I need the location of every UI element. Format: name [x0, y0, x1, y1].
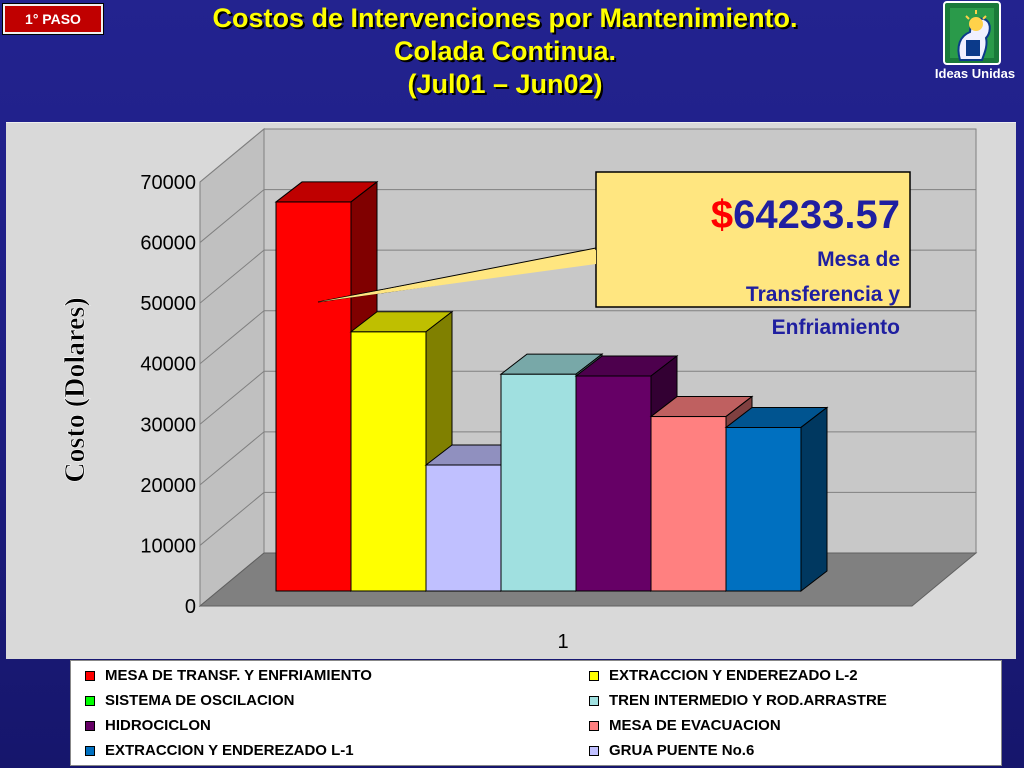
- step-badge: 1° PASO: [2, 3, 104, 35]
- y-axis-tick-label: 10000: [140, 535, 196, 557]
- callout-currency: $: [711, 193, 733, 237]
- legend-label: HIDROCICLON: [105, 717, 211, 734]
- legend-swatch: [589, 721, 599, 731]
- y-axis-tick-label: 50000: [140, 293, 196, 315]
- bar-chart: 0 10000 20000 30000 40000 50000 60000 70000 Cos…: [60, 127, 978, 653]
- legend-swatch: [85, 671, 95, 681]
- gridline: [199, 310, 976, 365]
- y-axis-tick-label: 60000: [140, 233, 196, 255]
- title-line-3: (Jul01 – Jun02): [407, 69, 603, 99]
- svg-text:$64233.57: $64233.57: [711, 193, 900, 237]
- legend-label: MESA DE EVACUACION: [609, 717, 781, 734]
- legend-swatch: [589, 746, 599, 756]
- legend-label: EXTRACCION Y ENDEREZADO L-1: [105, 742, 354, 759]
- legend-swatch: [85, 721, 95, 731]
- y-axis-label: Costo (Dolares): [60, 297, 91, 482]
- legend-label: GRUA PUENTE No.6: [609, 742, 755, 759]
- y-axis-tick-label: 20000: [140, 475, 196, 497]
- legend-label: SISTEMA DE OSCILACION: [105, 692, 295, 709]
- x-axis-tick-label: 1: [557, 631, 568, 653]
- chart-legend: MESA DE TRANSF. Y ENFRIAMIENTO EXTRACCION…: [70, 660, 1002, 766]
- value-callout: $64233.57 Mesa de Transferencia y Enfria…: [317, 171, 911, 339]
- legend-swatch: [85, 696, 95, 706]
- gridline: [199, 128, 976, 183]
- y-axis-tick-label: 0: [185, 596, 196, 618]
- lightbulb-head-icon: [943, 1, 1001, 65]
- legend-swatch: [589, 671, 599, 681]
- chart-side-wall: [199, 127, 265, 608]
- y-axis-tick-label: 70000: [140, 172, 196, 194]
- legend-label: MESA DE TRANSF. Y ENFRIAMIENTO: [105, 667, 372, 684]
- y-axis-tick-label: 40000: [140, 354, 196, 376]
- bar: [724, 406, 829, 593]
- legend-label: EXTRACCION Y ENDEREZADO L-2: [609, 667, 858, 684]
- title-line-1: Costos de Intervenciones por Mantenimien…: [212, 3, 798, 33]
- legend-label: TREN INTERMEDIO Y ROD.ARRASTRE: [609, 692, 887, 709]
- logo-label: Ideas Unidas: [934, 66, 1016, 81]
- callout-amount: 64233.57: [733, 193, 900, 237]
- legend-swatch: [85, 746, 95, 756]
- callout-line-2: Transferencia y: [746, 283, 900, 306]
- page-title: Costos de Intervenciones por Mantenimien…: [110, 2, 900, 101]
- y-axis-tick-label: 30000: [140, 414, 196, 436]
- callout-line-3: Enfriamiento: [772, 316, 900, 339]
- gridline: [199, 370, 976, 425]
- title-line-2: Colada Continua.: [394, 36, 616, 66]
- callout-line-1: Mesa de: [817, 248, 900, 271]
- legend-swatch: [589, 696, 599, 706]
